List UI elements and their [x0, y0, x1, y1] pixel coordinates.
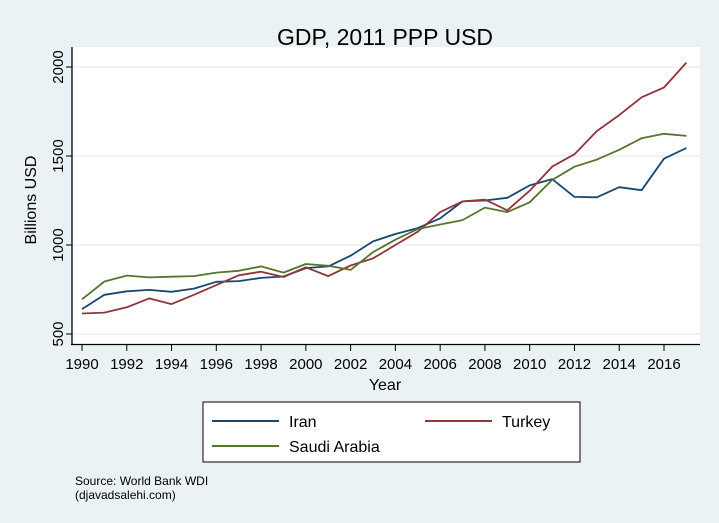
x-tick-label: 2012: [558, 356, 591, 373]
chart-title: GDP, 2011 PPP USD: [277, 24, 493, 50]
x-tick-label: 1998: [244, 356, 277, 373]
y-tick-label: 2000: [50, 50, 67, 83]
website-note: (djavadsalehi.com): [75, 488, 176, 502]
x-tick-label: 1994: [155, 356, 188, 373]
x-tick-label: 2010: [513, 356, 546, 373]
x-tick-label: 2002: [334, 356, 367, 373]
y-tick-label: 1000: [50, 228, 67, 261]
x-tick-label: 2006: [423, 356, 456, 373]
plot-region: [72, 47, 700, 344]
x-tick-label: 2014: [603, 356, 636, 373]
x-tick-label: 2000: [289, 356, 322, 373]
source-note: Source: World Bank WDI: [75, 474, 208, 488]
y-tick-label: 1500: [50, 139, 67, 172]
series-line-iran: [81, 147, 687, 310]
series-line-saudi-arabia: [81, 132, 687, 301]
legend-label-iran: Iran: [289, 414, 317, 431]
x-tick-label: 2008: [468, 356, 501, 373]
x-tick-label: 2016: [647, 356, 680, 373]
legend: Iran Turkey Saudi Arabia: [202, 401, 581, 463]
legend-label-saudi-arabia: Saudi Arabia: [289, 439, 380, 456]
y-tick-label: 500: [50, 321, 67, 346]
x-tick-label: 1990: [65, 356, 98, 373]
legend-box: [202, 401, 581, 463]
x-tick-label: 1992: [110, 356, 143, 373]
y-axis-label: Billions USD: [23, 156, 40, 245]
series-line-turkey: [81, 61, 688, 315]
x-tick-label: 1996: [200, 356, 233, 373]
x-axis-label: Year: [369, 377, 402, 394]
legend-label-turkey: Turkey: [502, 414, 550, 431]
x-tick-label: 2004: [379, 356, 412, 373]
